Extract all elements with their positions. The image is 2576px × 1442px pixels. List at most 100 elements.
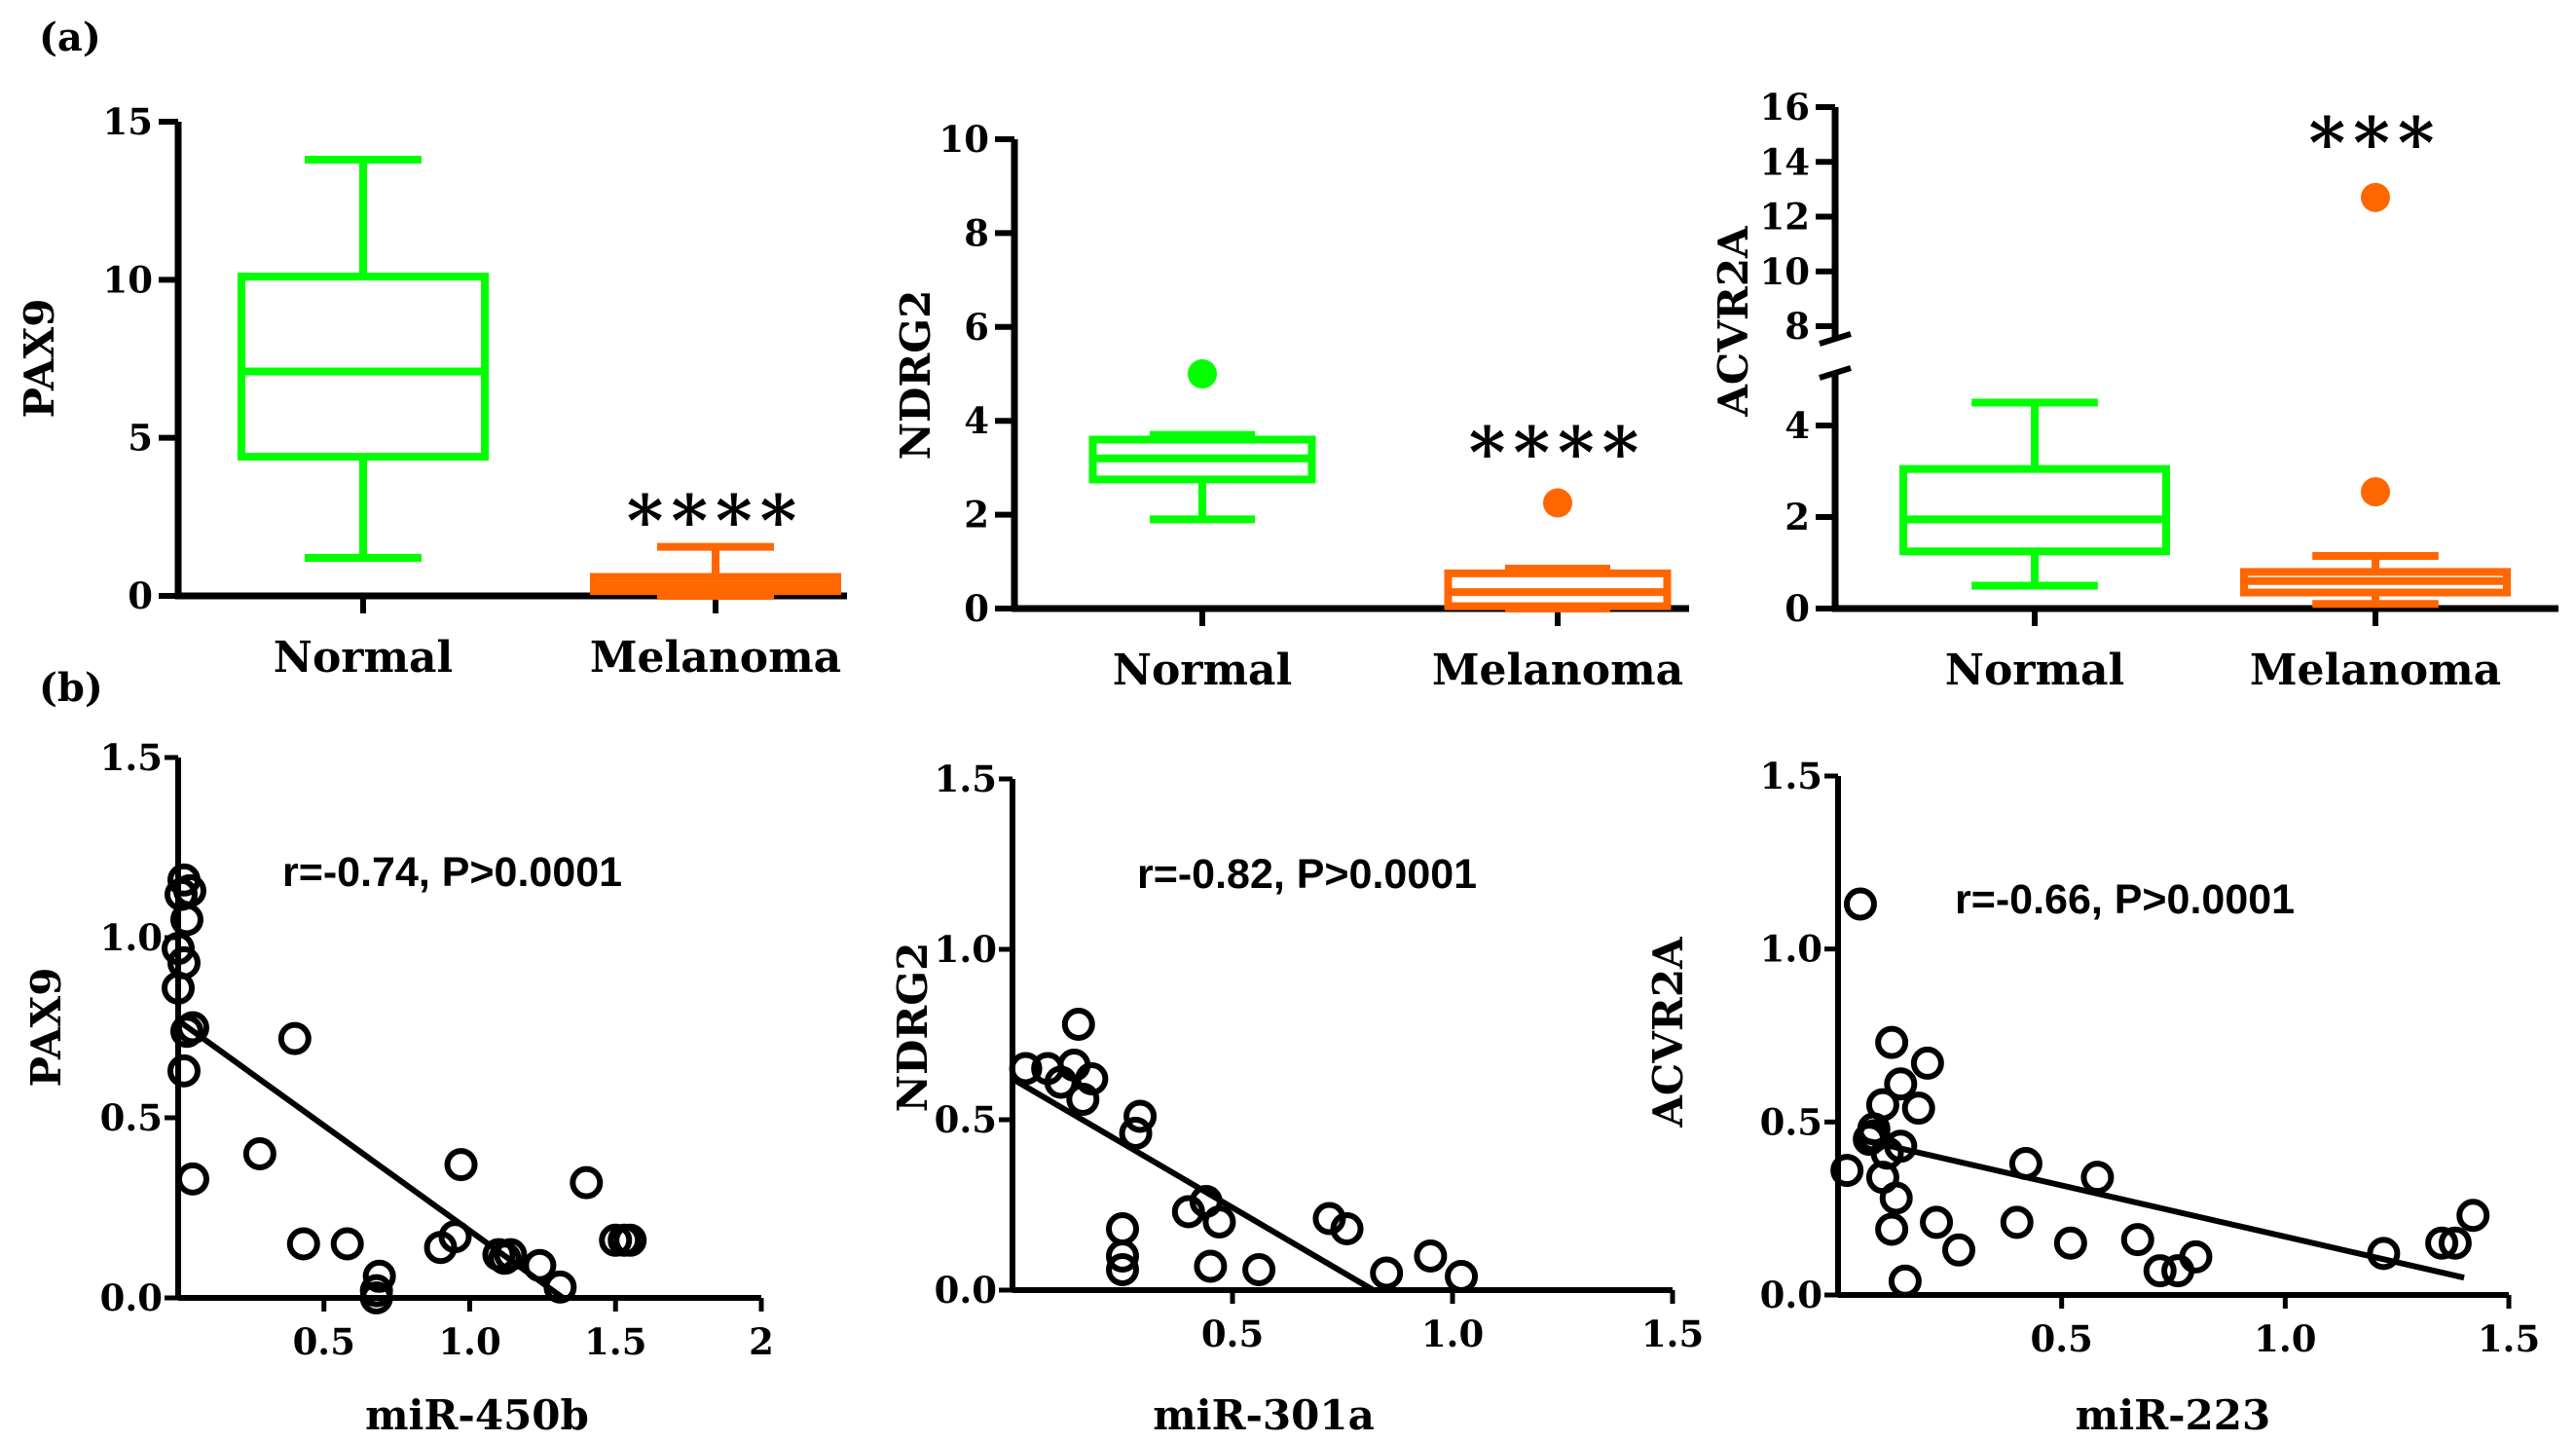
acvr2a-box-outlier-point — [2361, 477, 2390, 507]
ndrg2-scatter-data-point — [1061, 1008, 1095, 1041]
pax9-scatter-data-point — [169, 903, 203, 937]
pax9-scatter-ytick-label: 0.0 — [100, 1276, 163, 1319]
ndrg2-scatter-data-point — [1370, 1256, 1404, 1290]
acvr2a-scatter-y-label: ACVR2A — [1644, 936, 1692, 1128]
ndrg2-scatter-correlation-annotation: r=-0.82, P>0.0001 — [1137, 851, 1477, 898]
pax9-scatter-data-point — [362, 1259, 396, 1293]
pax9-scatter-xtick-label: 0.5 — [293, 1320, 355, 1363]
acvr2a-box-ytick-label: 4 — [1785, 404, 1810, 447]
ndrg2-scatter-xtick-label: 1.0 — [1421, 1313, 1484, 1355]
ndrg2-scatter-data-point — [1242, 1253, 1276, 1286]
acvr2a-scatter-data-point — [2120, 1223, 2154, 1257]
acvr2a-box-axis-break-mark — [1819, 331, 1852, 347]
pax9-scatter-data-point — [613, 1223, 647, 1257]
pax9-scatter-data-point — [175, 1162, 209, 1196]
acvr2a-scatter-data-point — [1879, 1181, 1913, 1215]
pax9-scatter-xtick-label: 1.0 — [438, 1320, 500, 1363]
ndrg2-box-ytick-label: 10 — [939, 118, 990, 161]
acvr2a-scatter-ytick-label: 0.0 — [1760, 1274, 1822, 1316]
ndrg2-scatter-data-point — [1106, 1253, 1139, 1286]
acvr2a-box-ytick-label: 16 — [1760, 86, 1811, 129]
ndrg2-box-outlier-point — [1543, 488, 1572, 518]
ndrg2-box-category-label: Melanoma — [1432, 646, 1683, 695]
acvr2a-box-box-normal — [1899, 398, 2170, 590]
ndrg2-scatter-data-point — [1194, 1249, 1228, 1283]
ndrg2-scatter-ytick-label: 1.5 — [935, 758, 997, 800]
pax9-scatter-data-point — [444, 1148, 478, 1182]
acvr2a-box-chart: 0 2 4 8 10 12 14 16 Normal Melanoma ACVR2A *** — [1710, 86, 2558, 695]
pax9-scatter-chart: 0.0 0.5 1.0 1.5 0.5 1.0 1.5 2 PAX9 miR-450b r=-0.7… — [22, 736, 774, 1439]
acvr2a-scatter-data-point — [1884, 1129, 1918, 1164]
ndrg2-box-category-label: Normal — [1113, 646, 1293, 695]
acvr2a-scatter-ytick-label: 1.5 — [1760, 755, 1822, 797]
ndrg2-scatter-data-point — [1057, 1049, 1091, 1082]
ndrg2-scatter-data-point — [1119, 1117, 1153, 1150]
pax9-scatter-data-point — [359, 1281, 393, 1314]
acvr2a-scatter-data-point — [1843, 887, 1877, 921]
acvr2a-box-outlier-point — [2361, 182, 2390, 212]
acvr2a-scatter-x-label: miR-223 — [2076, 1391, 2270, 1439]
pax9-scatter-xtick-label: 2 — [749, 1320, 774, 1363]
pax9-box-box-iqr — [238, 273, 489, 462]
acvr2a-scatter-xtick-label: 1.0 — [2254, 1317, 2316, 1360]
pax9-scatter-xtick-label: 1.5 — [584, 1320, 646, 1363]
pax9-box-significance-stars: **** — [627, 479, 805, 562]
ndrg2-scatter-xtick-label: 1.5 — [1641, 1313, 1704, 1355]
pax9-box-ytick-label: 5 — [128, 417, 153, 460]
ndrg2-box-chart: 0 2 4 6 8 10 Normal Melanoma NDRG2 **** — [892, 118, 1689, 695]
acvr2a-box-box-melanoma — [2240, 182, 2511, 609]
pax9-scatter-data-point — [162, 971, 195, 1005]
acvr2a-scatter-data-point — [1857, 1112, 1891, 1146]
acvr2a-scatter-data-point — [2143, 1254, 2177, 1288]
acvr2a-scatter-data-point — [2425, 1226, 2459, 1260]
pax9-scatter-x-label: miR-450b — [365, 1391, 589, 1439]
ndrg2-scatter-data-point — [1414, 1239, 1448, 1273]
acvr2a-scatter-regression-line — [1859, 1136, 2465, 1281]
acvr2a-box-category-label: Melanoma — [2250, 646, 2501, 695]
pax9-scatter-data-point — [330, 1227, 364, 1261]
acvr2a-scatter-data-point — [1875, 1025, 1909, 1059]
ndrg2-scatter-data-point — [1106, 1239, 1139, 1273]
acvr2a-scatter-xtick-label: 0.5 — [2030, 1317, 2092, 1360]
pax9-scatter-y-label: PAX9 — [22, 968, 70, 1088]
pax9-scatter-regression-line — [176, 1017, 566, 1301]
ndrg2-scatter-x-label: miR-301a — [1153, 1391, 1375, 1439]
pax9-box-category-label: Normal — [274, 633, 454, 683]
acvr2a-scatter-data-point — [2367, 1237, 2401, 1271]
ndrg2-box-ytick-label: 2 — [964, 494, 989, 536]
pax9-scatter-data-point — [494, 1238, 528, 1272]
acvr2a-box-ytick-label: 0 — [1785, 587, 1810, 630]
ndrg2-scatter-data-point — [1106, 1212, 1139, 1245]
panel-label-a: (a) — [39, 15, 101, 60]
pax9-box-box-normal — [238, 155, 489, 563]
ndrg2-scatter-data-point — [1330, 1212, 1364, 1245]
acvr2a-scatter-data-point — [2179, 1239, 2213, 1274]
acvr2a-scatter-chart: 0.0 0.5 1.0 1.5 0.5 1.0 1.5 ACVR2A miR-223 r=-0.6… — [1644, 755, 2540, 1439]
acvr2a-scatter-xtick-label: 1.5 — [2478, 1317, 2540, 1360]
acvr2a-box-ytick-label: 2 — [1785, 496, 1810, 538]
acvr2a-box-box-iqr — [1899, 464, 2170, 556]
acvr2a-scatter-data-point — [1888, 1264, 1922, 1298]
acvr2a-scatter-data-point — [2456, 1199, 2490, 1233]
pax9-scatter-ytick-label: 0.5 — [100, 1096, 163, 1139]
ndrg2-scatter-ytick-label: 0.0 — [935, 1269, 997, 1312]
pax9-box-chart: 0 5 10 15 Normal Melanoma PAX9 **** — [16, 100, 847, 683]
ndrg2-box-ytick-label: 4 — [964, 399, 989, 442]
ndrg2-box-outlier-point — [1188, 359, 1217, 388]
acvr2a-box-significance-stars: *** — [2309, 101, 2443, 184]
pax9-scatter-correlation-annotation: r=-0.74, P>0.0001 — [282, 849, 622, 896]
ndrg2-scatter-data-point — [1202, 1205, 1236, 1239]
acvr2a-scatter-data-point — [2438, 1226, 2472, 1260]
acvr2a-scatter-data-point — [2080, 1161, 2115, 1195]
pax9-scatter-data-point — [286, 1227, 320, 1261]
ndrg2-scatter-regression-line — [1011, 1076, 1376, 1293]
ndrg2-box-ytick-label: 8 — [964, 211, 989, 254]
acvr2a-box-ytick-label: 10 — [1760, 250, 1811, 293]
ndrg2-scatter-data-point — [1445, 1260, 1479, 1293]
pax9-scatter-data-point — [570, 1165, 604, 1200]
ndrg2-box-y-label: NDRG2 — [892, 290, 939, 461]
acvr2a-box-y-label: ACVR2A — [1710, 225, 1757, 418]
pax9-box-ytick-label: 15 — [103, 100, 154, 143]
pax9-box-box-melanoma — [590, 542, 841, 600]
